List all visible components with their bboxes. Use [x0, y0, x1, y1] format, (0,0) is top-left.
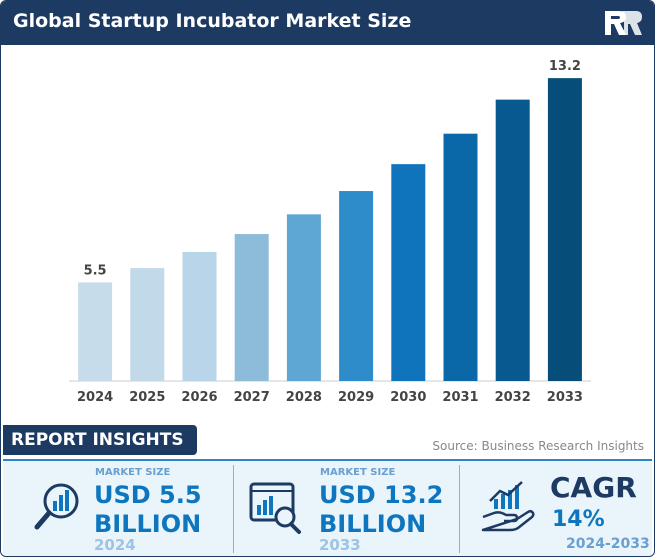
source-note: Source: Business Research Insights	[432, 439, 644, 453]
bar-2028	[286, 214, 321, 381]
growth-hand-icon	[481, 481, 535, 532]
dashboard-search-icon	[249, 482, 301, 534]
data-label-2033: 13.2	[549, 59, 581, 74]
brand-logo-icon	[605, 11, 642, 35]
x-tick-label: 2031	[442, 390, 478, 405]
bar-2026	[182, 251, 217, 381]
x-tick-label: 2030	[390, 390, 426, 405]
market-size-2033-card: MARKET SIZE USD 13.2 BILLION 2033	[234, 461, 459, 556]
bar-2030	[391, 164, 426, 381]
magnifier-chart-icon	[34, 483, 79, 530]
bar-2033	[547, 78, 582, 381]
x-tick-label: 2032	[495, 390, 531, 405]
card-divider	[233, 465, 234, 553]
header-bar: Global Startup Incubator Market Size	[1, 1, 654, 45]
market-size-year: 2033	[319, 536, 361, 554]
bar-2027	[234, 234, 269, 381]
data-label-2024: 5.5	[84, 263, 107, 278]
market-size-value: USD 13.2	[319, 481, 444, 509]
insights-cards: MARKET SIZE USD 5.5 BILLION 2024 MARKET …	[3, 459, 652, 556]
source-label: Source:	[432, 439, 478, 453]
report-insights-title: REPORT INSIGHTS	[11, 430, 184, 450]
bar-2024	[78, 282, 113, 381]
bar-2029	[339, 191, 374, 381]
market-size-unit: BILLION	[94, 510, 202, 538]
x-tick-label: 2024	[77, 390, 113, 405]
cagr-value: 14%	[552, 507, 605, 532]
report-insights-tag	[3, 425, 197, 455]
cagr-card: CAGR 14% 2024-2033	[460, 461, 652, 556]
bar-chart: 2024 2025 2026 2027 2028 2029 2030 2031 2032 2033…	[69, 59, 591, 405]
market-size-label: MARKET SIZE	[95, 467, 171, 478]
x-tick-label: 2026	[181, 390, 217, 405]
cagr-years: 2024-2033	[566, 536, 650, 552]
cagr-title: CAGR	[550, 471, 637, 504]
market-size-year: 2024	[94, 536, 136, 554]
market-size-unit: BILLION	[319, 510, 427, 538]
market-size-label: MARKET SIZE	[320, 467, 396, 478]
x-tick-label: 2029	[338, 390, 374, 405]
x-tick-label: 2033	[547, 390, 583, 405]
card-divider	[459, 465, 460, 553]
source-value: Business Research Insights	[481, 439, 645, 453]
x-tick-label: 2025	[129, 390, 165, 405]
bar-2031	[443, 133, 478, 381]
market-size-value: USD 5.5	[94, 481, 202, 509]
bar-2025	[130, 268, 165, 381]
x-tick-label: 2027	[234, 390, 270, 405]
x-tick-label: 2028	[286, 390, 322, 405]
page-title: Global Startup Incubator Market Size	[13, 10, 412, 32]
bar-2032	[495, 99, 530, 381]
market-size-2024-card: MARKET SIZE USD 5.5 BILLION 2024	[3, 461, 233, 556]
